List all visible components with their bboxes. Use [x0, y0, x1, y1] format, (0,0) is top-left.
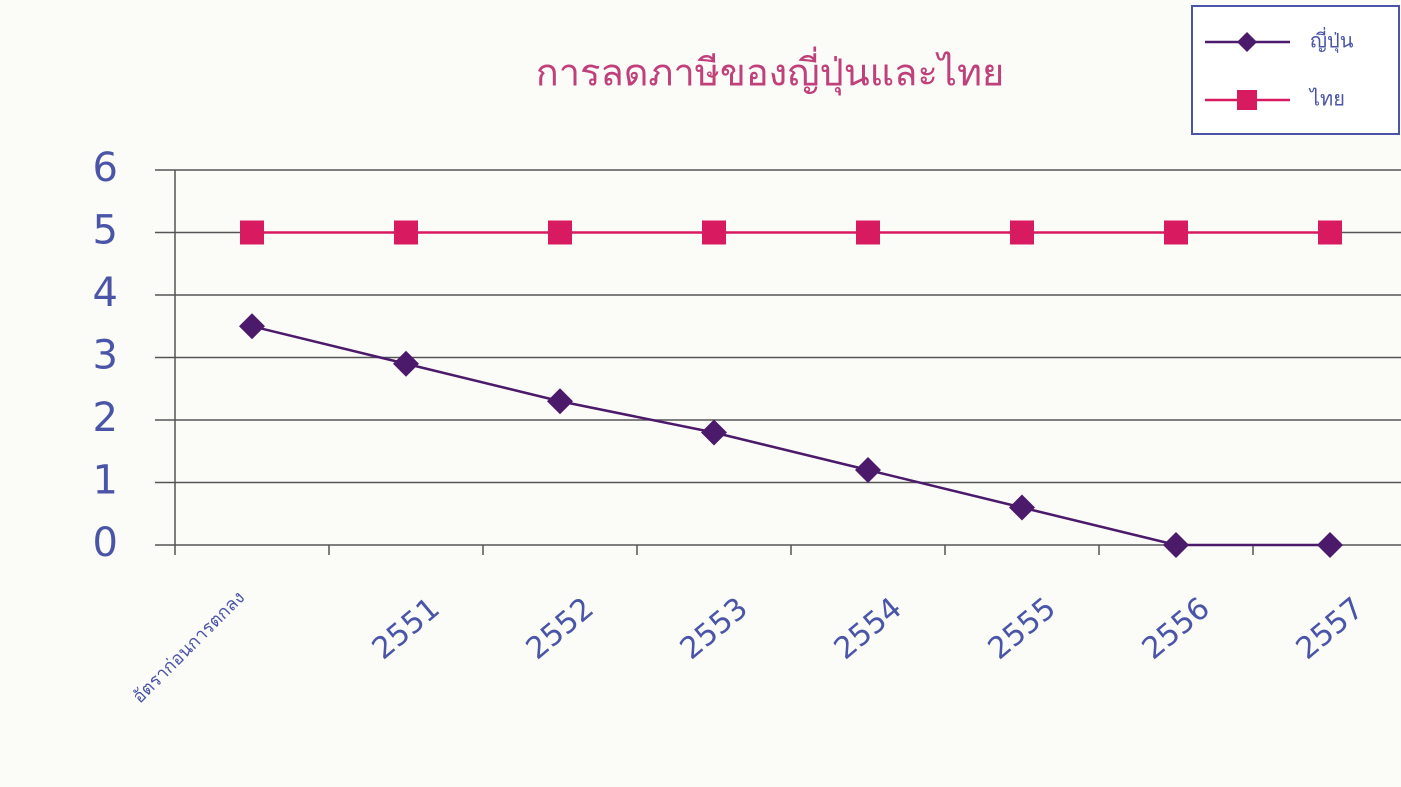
x-tick-label: อัตราก่อนการตกลง: [129, 587, 249, 707]
y-tick-label: 2: [93, 395, 118, 441]
x-tick-label: 2551: [366, 591, 447, 667]
x-tick-label: 2554: [828, 591, 909, 667]
x-tick-label: 2552: [520, 591, 601, 667]
point: [855, 457, 881, 483]
point: [548, 221, 572, 245]
point: [239, 313, 265, 339]
legend-label: ไทย: [1308, 87, 1345, 111]
point: [1163, 532, 1189, 558]
page: การลดภาษีของญี่ปุ่นและไทย 0 1 2 3 4 5 6 อัตราก่…: [0, 0, 1401, 787]
point: [393, 351, 419, 377]
point: [856, 221, 880, 245]
chart: การลดภาษีของญี่ปุ่นและไทย 0 1 2 3 4 5 6 อัตราก่…: [0, 0, 1401, 787]
x-tick-label: 2555: [982, 591, 1063, 667]
x-tick-label: 2556: [1136, 591, 1217, 667]
y-tick-label: 4: [93, 270, 118, 316]
y-tick-label: 5: [93, 208, 118, 254]
legend-label: ญี่ปุ่น: [1310, 27, 1354, 54]
y-tick-label: 3: [93, 333, 118, 379]
chart-title: การลดภาษีของญี่ปุ่นและไทย: [536, 47, 1005, 96]
point: [547, 388, 573, 414]
point: [702, 221, 726, 245]
point: [701, 420, 727, 446]
point: [394, 221, 418, 245]
legend-box: [1192, 6, 1399, 134]
point: [1317, 532, 1343, 558]
point: [240, 221, 264, 245]
y-tick-label: 0: [93, 520, 118, 566]
y-tick-label: 1: [93, 458, 118, 504]
point: [1318, 221, 1342, 245]
legend-marker: [1237, 90, 1257, 110]
point: [1010, 221, 1034, 245]
y-tick-label: 6: [93, 145, 118, 191]
x-tick-label: 2557: [1290, 591, 1371, 667]
point: [1009, 495, 1035, 521]
point: [1164, 221, 1188, 245]
x-tick-label: 2553: [674, 591, 755, 667]
